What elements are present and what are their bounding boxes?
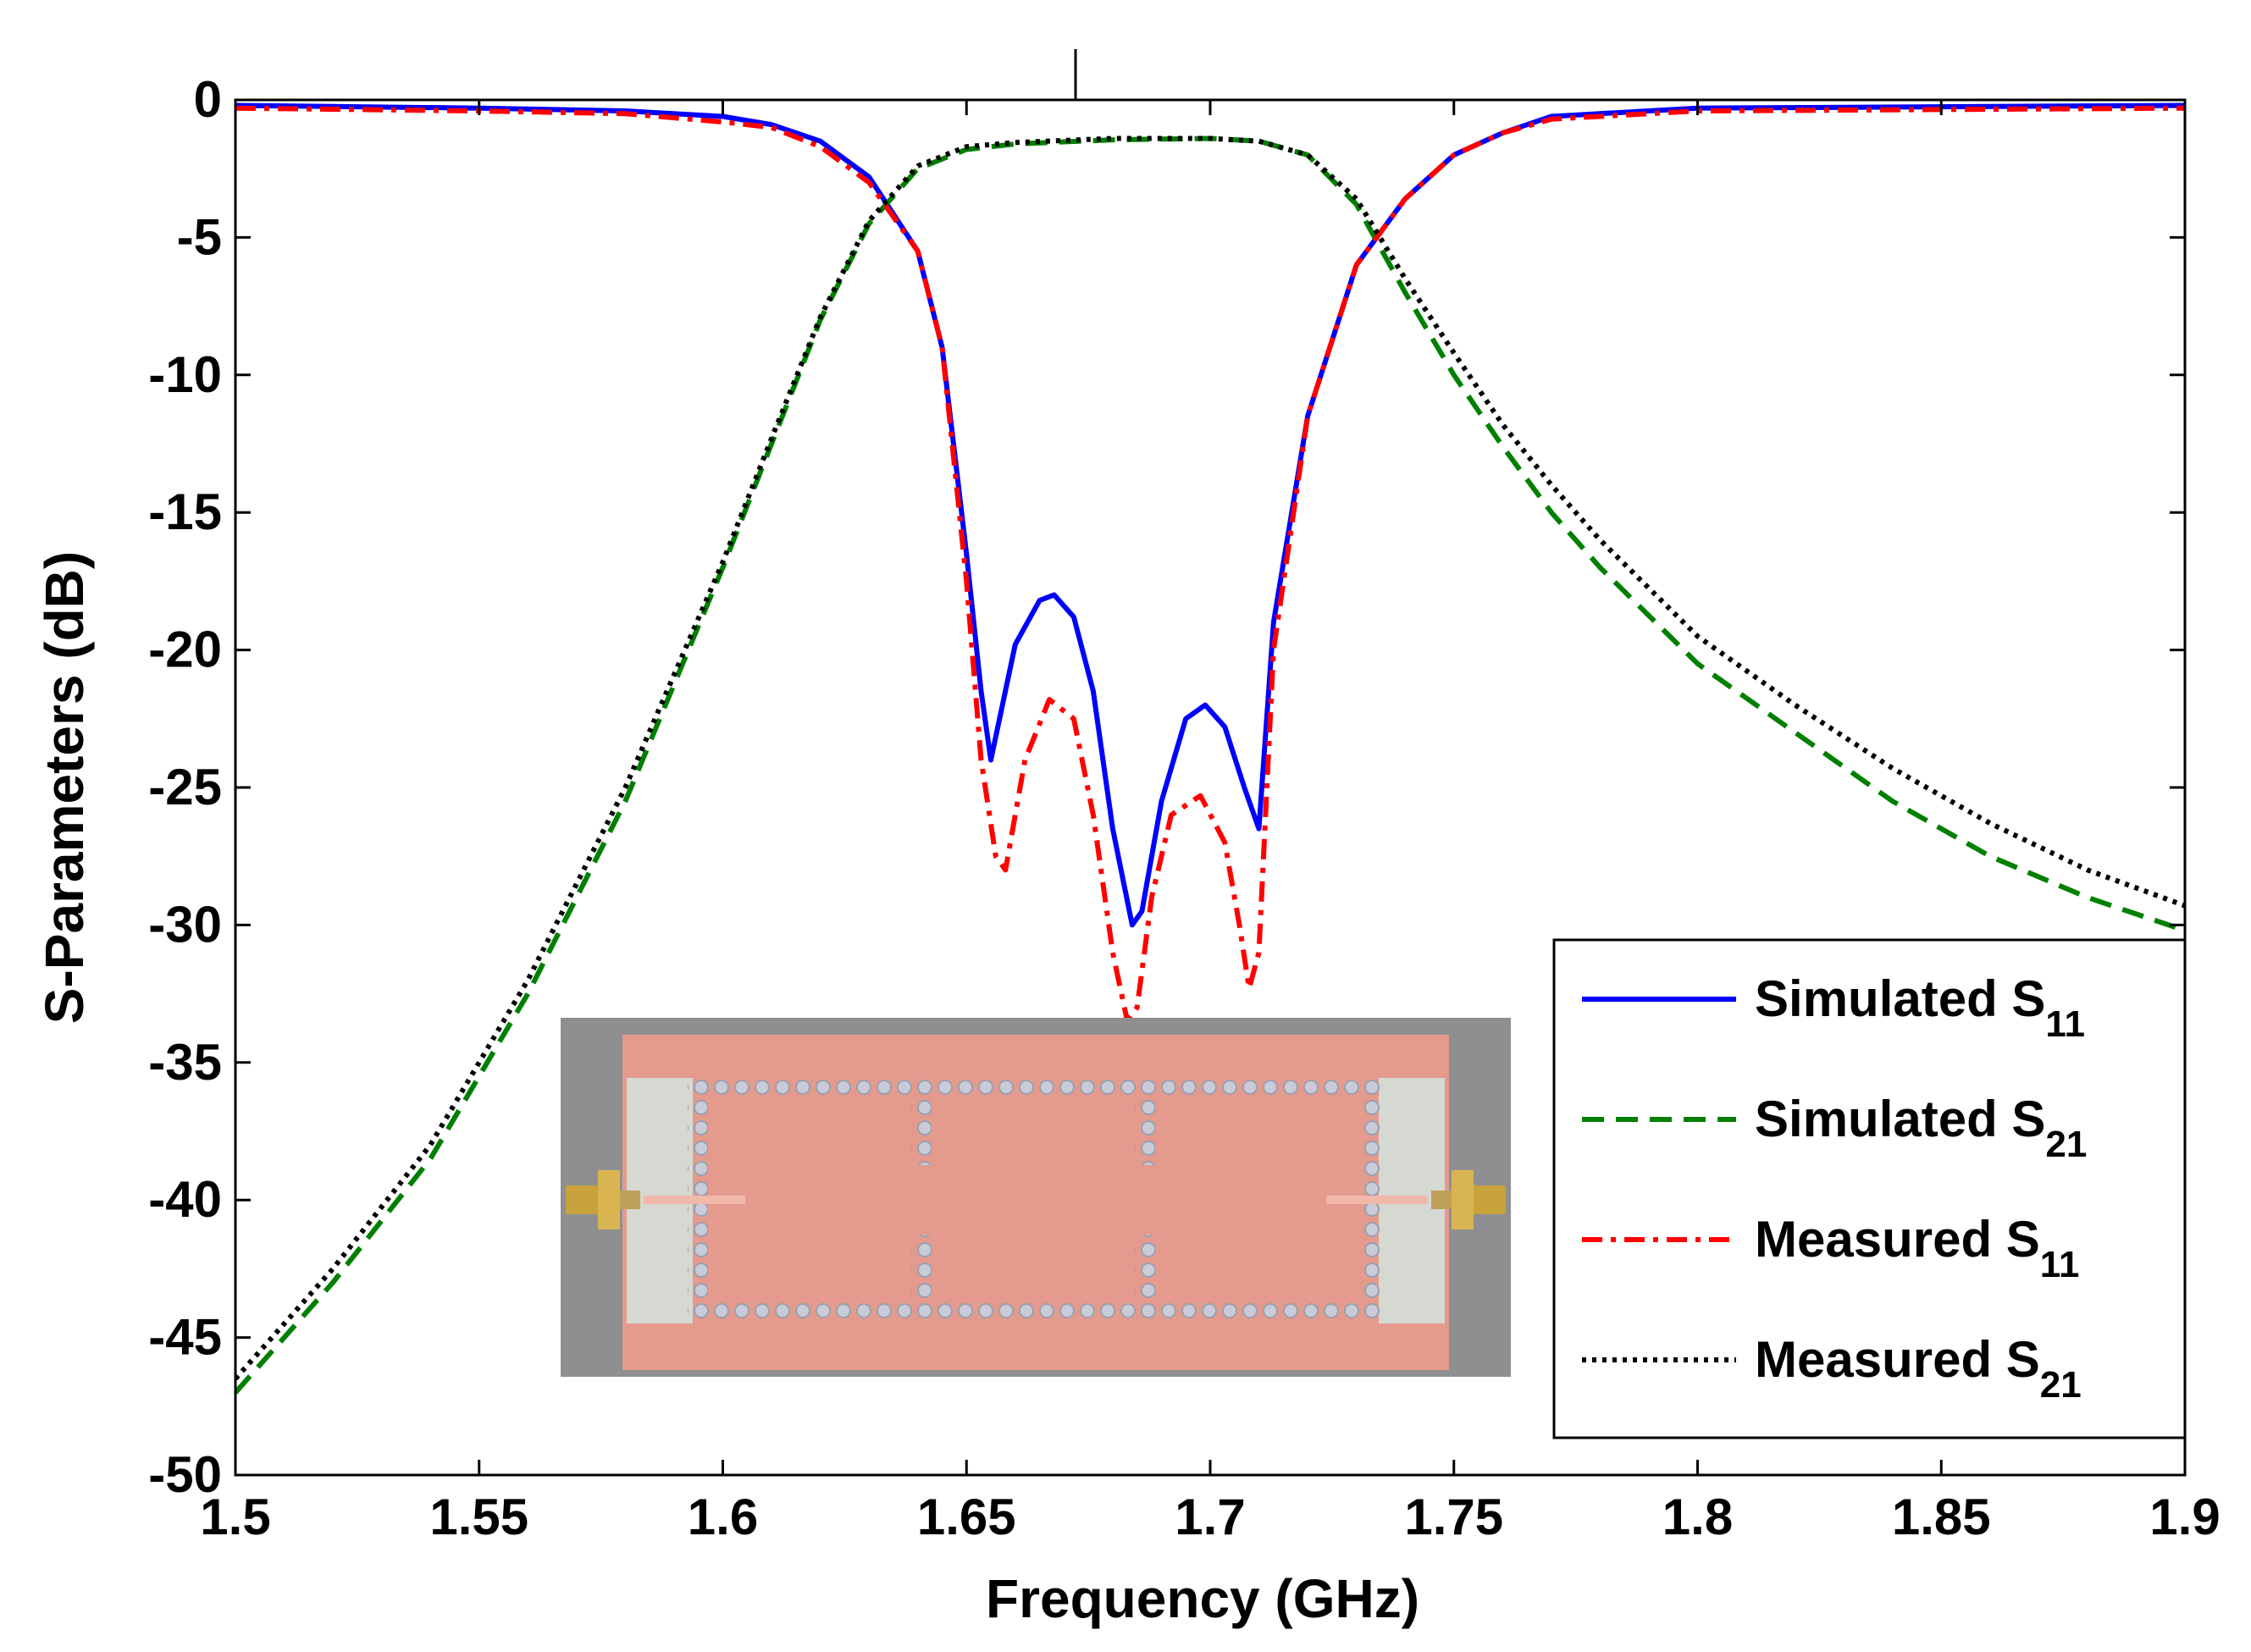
series-line-1	[235, 102, 2185, 928]
y-tick-label: -25	[148, 759, 222, 815]
y-tick-label: -35	[148, 1034, 222, 1091]
y-tick-label: -5	[177, 208, 222, 265]
y-tick-label: -45	[148, 1309, 222, 1366]
x-tick-label: 1.55	[429, 1489, 528, 1545]
x-tick-label: 1.65	[917, 1489, 1016, 1545]
x-axis-title: Frequency (GHz)	[986, 1568, 1419, 1629]
feed-line-left	[644, 1196, 745, 1204]
x-tick-label: 1.5	[200, 1489, 270, 1545]
y-tick-label: -20	[148, 622, 222, 678]
x-tick-label: 1.7	[1175, 1489, 1245, 1545]
via-post-4	[1135, 1235, 1155, 1304]
x-tick-label: 1.9	[2149, 1489, 2220, 1545]
x-tick-label: 1.85	[1892, 1489, 1991, 1545]
sma-connector-right	[1431, 1170, 1506, 1229]
y-tick-label: -50	[148, 1446, 222, 1503]
x-tick-label: 1.8	[1662, 1489, 1733, 1545]
feed-line-right	[1326, 1196, 1428, 1204]
series-line-4	[235, 135, 2185, 1381]
x-tick-labels: 1.5 1.55 1.6 1.65 1.7 1.75 1.8 1.85 1.9	[200, 1489, 2220, 1545]
via-row-top	[688, 1075, 1382, 1096]
via-post-3	[911, 1235, 932, 1304]
x-tick-label: 1.6	[688, 1489, 758, 1545]
y-tick-label: -40	[148, 1171, 222, 1228]
y-tick-label: -10	[148, 346, 222, 403]
series-lines	[235, 102, 2185, 1395]
via-post-1	[911, 1096, 932, 1165]
y-tick-labels: 0 -5 -10 -15 -20 -25 -30 -35 -40 -45 -50	[148, 71, 222, 1503]
series-line-3	[235, 105, 2185, 1025]
legend-box	[1552, 938, 2187, 1439]
y-tick-label: -15	[148, 483, 222, 540]
y-tick-label: 0	[194, 71, 222, 128]
via-post-2	[1135, 1096, 1155, 1165]
sma-connector-left	[566, 1170, 640, 1229]
series-line-2	[235, 135, 2185, 1395]
y-tick-label: -30	[148, 896, 222, 953]
via-row-bottom	[688, 1302, 1382, 1323]
x-tick-label: 1.75	[1404, 1489, 1503, 1545]
prototype-photo	[561, 1018, 1511, 1377]
y-axis-title: S-Parameters (dB)	[34, 551, 95, 1024]
